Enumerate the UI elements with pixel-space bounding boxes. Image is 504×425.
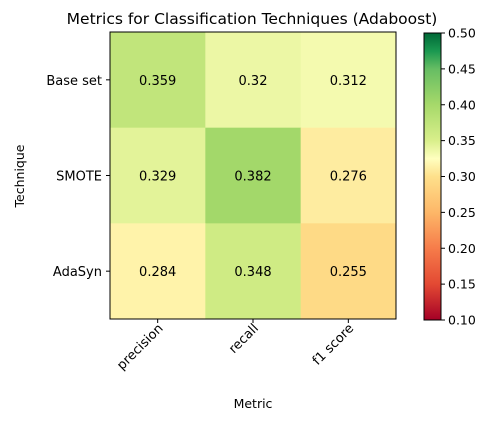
- x-tick-label: f1 score: [310, 321, 357, 368]
- cell-value-label: 0.284: [139, 265, 176, 280]
- y-tick-label: Base set: [46, 74, 102, 89]
- heatmap-cell: [300, 32, 397, 129]
- heatmap-cell: [205, 127, 302, 224]
- y-tick-label: SMOTE: [56, 170, 102, 185]
- x-tick-label: precision: [114, 321, 166, 373]
- heatmap-cell: [300, 127, 397, 224]
- heatmap-value-labels: 0.359 0.32 0.312 0.329 0.382 0.276 0.284 0.348 0…: [139, 74, 367, 280]
- cell-value-label: 0.382: [234, 170, 271, 185]
- chart-title: Metrics for Classification Techniques (A…: [67, 10, 438, 28]
- cell-value-label: 0.359: [139, 74, 176, 89]
- heatmap-cell: [110, 32, 206, 129]
- colorbar-tick-label: 0.30: [448, 169, 476, 184]
- heatmap-cell: [300, 223, 397, 320]
- y-tick-label: AdaSyn: [53, 265, 102, 280]
- colorbar-tick-label: 0.45: [448, 61, 476, 76]
- colorbar-tick-label: 0.15: [448, 277, 476, 292]
- heatmap-cell: [205, 32, 302, 129]
- cell-value-label: 0.329: [139, 170, 176, 185]
- heatmap-cell: [205, 223, 302, 320]
- colorbar-tick-label: 0.25: [448, 205, 476, 220]
- cell-value-label: 0.348: [234, 265, 271, 280]
- colorbar-tick-label: 0.35: [448, 133, 476, 148]
- colorbar: [423, 32, 442, 321]
- colorbar-tick-label: 0.10: [448, 313, 476, 328]
- heatmap-cells: [110, 32, 397, 320]
- x-axis-label: Metric: [234, 396, 273, 411]
- heatmap-cell: [110, 127, 206, 224]
- colorbar-ticks: 0.10 0.15 0.20 0.25 0.30 0.35 0.40 0.45 0.50: [441, 26, 476, 328]
- x-axis-ticks: precision recall f1 score: [114, 319, 357, 373]
- y-axis-label: Technique: [12, 144, 27, 208]
- colorbar-tick-label: 0.20: [448, 241, 476, 256]
- y-axis-ticks: Base set SMOTE AdaSyn: [46, 74, 110, 280]
- x-tick-label: recall: [226, 321, 262, 357]
- colorbar-tick-label: 0.40: [448, 97, 476, 112]
- cell-value-label: 0.312: [330, 74, 367, 89]
- cell-value-label: 0.255: [330, 265, 367, 280]
- heatmap-cell: [110, 223, 206, 320]
- cell-value-label: 0.32: [239, 74, 268, 89]
- cell-value-label: 0.276: [330, 170, 367, 185]
- colorbar-tick-label: 0.50: [448, 26, 476, 41]
